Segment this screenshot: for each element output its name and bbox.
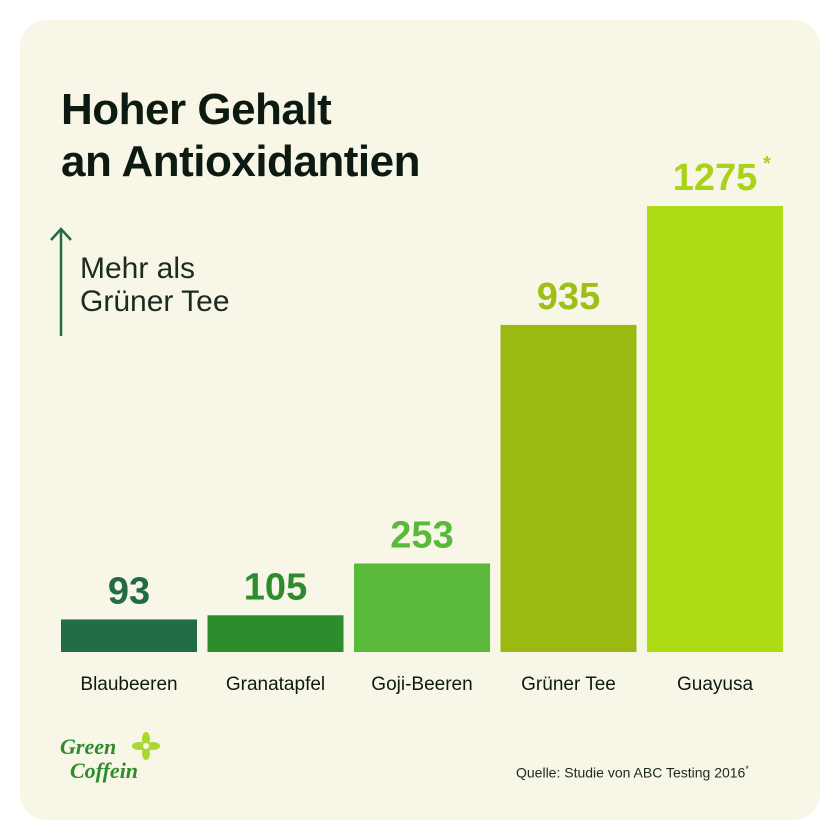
chart-title: Hoher Gehalt an Antioxidantien [61,84,421,188]
note-line-1: Mehr als [80,252,196,285]
category-label: Grüner Tee [521,674,616,695]
title-line-2: an Antioxidantien [61,137,421,186]
value-label: 1275 [673,157,758,199]
category-label: Goji-Beeren [371,674,472,695]
category-label: Granatapfel [226,674,325,695]
value-label: 93 [108,570,150,612]
comparison-note: Mehr als Grüner Tee [80,252,230,318]
up-arrow-icon [50,227,72,336]
source-mark: * [745,764,749,774]
value-footnote-mark: * [763,153,771,175]
flower-icon [132,732,160,760]
source-note: Quelle: Studie von ABC Testing 2016* [516,764,749,781]
bar-granatapfel [207,615,344,652]
value-label: 253 [390,514,453,556]
bar-blaubeeren [61,619,197,652]
source-text: Quelle: Studie von ABC Testing 2016 [516,764,746,781]
category-label: Blaubeeren [80,674,177,695]
note-line-2: Grüner Tee [80,285,230,318]
green-coffein-logo: Green Coffein [58,730,168,786]
logo-line-2: Coffein [70,758,138,783]
category-label: Guayusa [677,674,753,695]
bar-goji-beeren [354,563,490,652]
value-label: 105 [244,566,307,608]
title-line-1: Hoher Gehalt [61,85,332,134]
bar-grüner-tee [500,324,637,652]
value-label: 935 [537,276,600,318]
logo-line-1: Green [60,734,116,759]
bar-guayusa [647,206,783,652]
